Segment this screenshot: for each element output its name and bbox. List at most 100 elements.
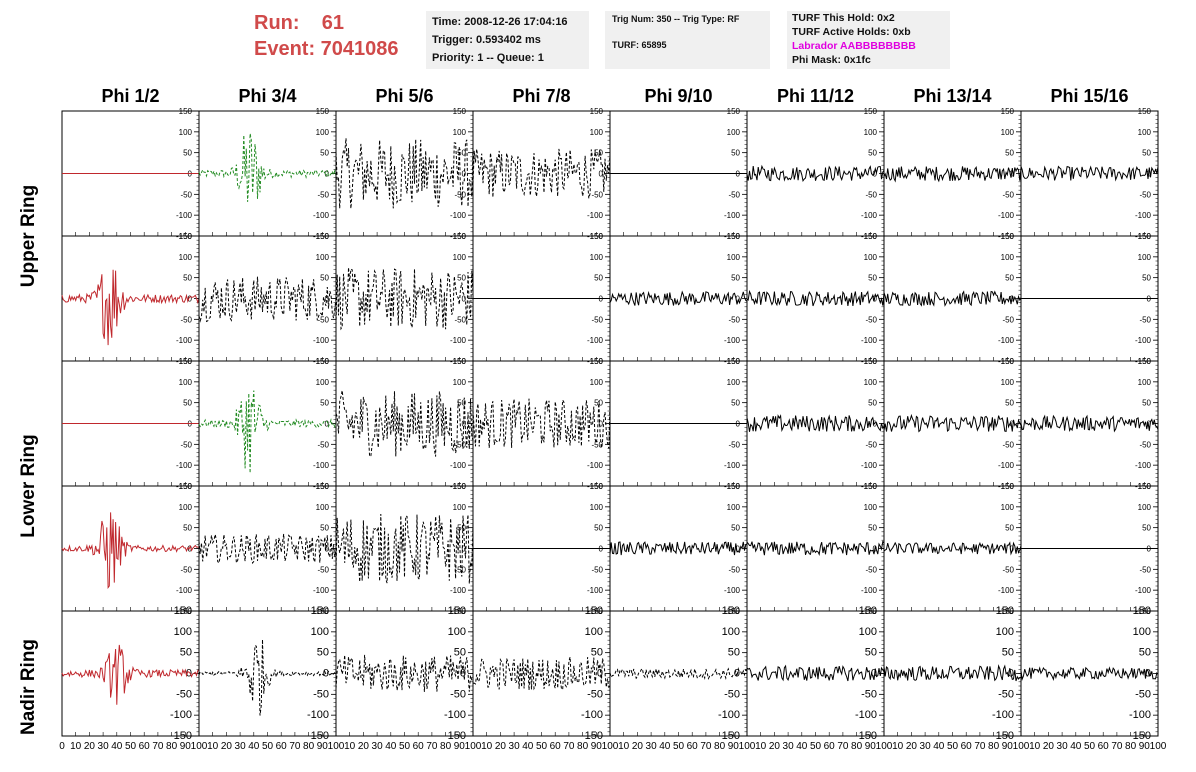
x-tick-label: 90: [591, 741, 603, 752]
waveform-trace: [198, 533, 337, 565]
x-tick-label: 50: [1084, 741, 1096, 752]
x-tick-label: 20: [358, 741, 370, 752]
y-tick-label: 0: [1010, 170, 1015, 179]
y-tick-label: 150: [864, 232, 878, 241]
y-tick-label: 150: [316, 232, 330, 241]
y-tick-label: -100: [307, 709, 329, 721]
y-tick-label: 0: [873, 420, 878, 429]
y-tick-label: -100: [450, 211, 467, 220]
x-tick-label: 30: [783, 741, 795, 752]
column-header-phi-5-6: Phi 5/6: [375, 86, 434, 106]
y-tick-label: 150: [1001, 357, 1015, 366]
y-tick-label: -50: [180, 190, 192, 199]
y-tick-label: 150: [179, 107, 193, 116]
waveform-trace: [335, 267, 474, 331]
x-tick-label: 20: [495, 741, 507, 752]
x-tick-label: 40: [796, 741, 808, 752]
y-tick-label: 100: [590, 253, 604, 262]
x-tick-label: 30: [1057, 741, 1069, 752]
waveform-trace: [198, 276, 337, 323]
y-tick-label: 150: [174, 605, 192, 617]
y-tick-label: 150: [453, 107, 467, 116]
waveform-trace: [1020, 165, 1159, 182]
y-tick-label: -100: [450, 586, 467, 595]
y-tick-label: 150: [996, 605, 1014, 617]
column-header-phi-1-2: Phi 1/2: [101, 86, 160, 106]
y-tick-label: 150: [453, 357, 467, 366]
y-tick-label: 100: [590, 503, 604, 512]
y-tick-label: 100: [316, 378, 330, 387]
column-header-phi-15-16: Phi 15/16: [1050, 86, 1129, 106]
y-tick-label: -100: [1135, 461, 1152, 470]
y-tick-label: -100: [718, 709, 740, 721]
y-tick-label: -50: [728, 440, 740, 449]
x-tick-label: 80: [714, 741, 726, 752]
x-tick-label: 20: [1043, 741, 1055, 752]
y-tick-label: -50: [587, 688, 603, 700]
waveform-trace: [883, 664, 1022, 682]
x-tick-label: 60: [1098, 741, 1110, 752]
y-tick-label: -100: [176, 461, 193, 470]
y-tick-label: 0: [1010, 545, 1015, 554]
x-tick-label: 20: [84, 741, 96, 752]
waveform-trace: [335, 390, 474, 458]
y-tick-label: 50: [320, 524, 329, 533]
y-tick-label: -50: [180, 315, 192, 324]
turf-text: TURF: 65895: [612, 40, 667, 50]
y-tick-label: 50: [320, 274, 329, 283]
y-tick-label: 100: [453, 253, 467, 262]
x-tick-label: 50: [536, 741, 548, 752]
event-number: Event: 7041086: [254, 38, 399, 60]
run-event-block: Run: 61 Event: 7041086: [254, 10, 399, 62]
y-tick-label: 150: [316, 357, 330, 366]
y-tick-label: 0: [325, 545, 330, 554]
y-tick-label: -50: [1139, 190, 1151, 199]
x-tick-label: 40: [659, 741, 671, 752]
y-tick-label: -100: [998, 336, 1015, 345]
y-tick-label: 50: [183, 274, 192, 283]
y-tick-label: 50: [317, 647, 329, 659]
waveform-trace: [746, 289, 885, 307]
y-tick-label: 100: [1001, 128, 1015, 137]
waveform-trace: [746, 664, 885, 682]
y-tick-label: 150: [316, 482, 330, 491]
y-tick-label: 50: [731, 274, 740, 283]
y-tick-label: -50: [180, 440, 192, 449]
x-tick-label: 100: [876, 741, 893, 752]
y-tick-label: -150: [444, 730, 466, 742]
y-tick-label: 0: [325, 170, 330, 179]
y-tick-label: -50: [317, 315, 329, 324]
x-tick-label: 80: [577, 741, 589, 752]
trigger-text: Trigger: 0.593402 ms: [432, 34, 541, 46]
y-tick-label: 150: [179, 232, 193, 241]
y-tick-label: 50: [183, 524, 192, 533]
x-tick-label: 100: [191, 741, 208, 752]
y-tick-label: -50: [998, 688, 1014, 700]
y-tick-label: -100: [724, 211, 741, 220]
y-tick-label: -50: [1139, 565, 1151, 574]
waveform-trace: [883, 541, 1022, 556]
y-tick-label: 50: [731, 399, 740, 408]
y-tick-label: 50: [1142, 274, 1151, 283]
y-tick-label: 100: [179, 253, 193, 262]
y-tick-label: -100: [587, 586, 604, 595]
y-tick-label: -50: [1002, 315, 1014, 324]
y-tick-label: -100: [1135, 336, 1152, 345]
y-tick-label: 150: [590, 232, 604, 241]
y-tick-label: 50: [1142, 149, 1151, 158]
y-tick-label: 50: [457, 274, 466, 283]
column-header-phi-9-10: Phi 9/10: [644, 86, 713, 106]
y-tick-label: 100: [864, 378, 878, 387]
x-tick-label: 50: [262, 741, 274, 752]
y-tick-label: 50: [183, 399, 192, 408]
y-tick-label: 100: [174, 626, 192, 638]
y-tick-label: 100: [316, 253, 330, 262]
time-text: Time: 2008-12-26 17:04:16: [432, 16, 568, 28]
waveform-trace: [198, 390, 337, 474]
y-tick-label: 50: [731, 149, 740, 158]
turf-active-holds-text: TURF Active Holds: 0xb: [792, 26, 911, 38]
y-tick-label: 50: [868, 149, 877, 158]
y-tick-label: 50: [868, 399, 877, 408]
y-tick-label: -100: [313, 461, 330, 470]
